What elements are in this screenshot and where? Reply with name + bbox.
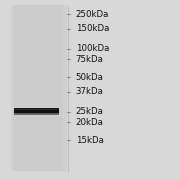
FancyBboxPatch shape [14, 108, 59, 109]
FancyBboxPatch shape [14, 109, 59, 110]
Text: 250kDa: 250kDa [76, 10, 109, 19]
Text: 37kDa: 37kDa [76, 87, 103, 96]
FancyBboxPatch shape [14, 5, 63, 171]
FancyBboxPatch shape [14, 113, 59, 114]
FancyBboxPatch shape [14, 111, 59, 112]
FancyBboxPatch shape [14, 114, 59, 115]
Text: 50kDa: 50kDa [76, 73, 103, 82]
Text: 75kDa: 75kDa [76, 55, 103, 64]
FancyBboxPatch shape [14, 110, 59, 114]
FancyBboxPatch shape [14, 110, 59, 111]
FancyBboxPatch shape [14, 112, 59, 113]
FancyBboxPatch shape [14, 113, 59, 114]
Text: 15kDa: 15kDa [76, 136, 103, 145]
Text: 20kDa: 20kDa [76, 118, 103, 127]
FancyBboxPatch shape [11, 5, 67, 171]
Text: 100kDa: 100kDa [76, 44, 109, 53]
Text: 25kDa: 25kDa [76, 107, 103, 116]
FancyBboxPatch shape [14, 111, 59, 112]
Text: 150kDa: 150kDa [76, 24, 109, 33]
